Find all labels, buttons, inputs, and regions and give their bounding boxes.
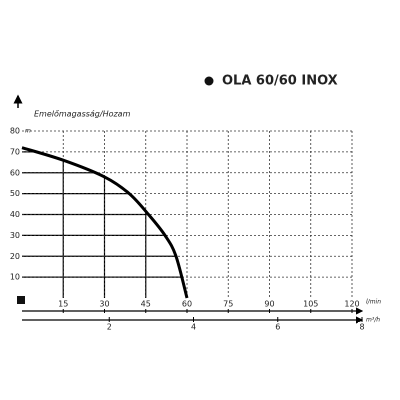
y-tick-label: 80 xyxy=(10,127,20,136)
x-tick-label: 105 xyxy=(303,300,318,309)
x-tick-label: 45 xyxy=(141,300,151,309)
y-tick-label: 30 xyxy=(10,231,20,240)
x2-label-bg xyxy=(189,322,198,331)
x2-tick-label: 8 xyxy=(359,323,364,332)
x-tick-label: 75 xyxy=(223,300,233,309)
y-tick-label: 10 xyxy=(10,273,20,282)
y-tick-label: 70 xyxy=(10,147,20,156)
x-tick-label: 15 xyxy=(58,300,68,309)
y-tick-label: 60 xyxy=(10,168,20,177)
x-tick-label: 120 xyxy=(344,300,359,309)
x2-tick-label: 2 xyxy=(107,323,112,332)
x2-tick-label: 4 xyxy=(191,323,196,332)
pump-curve xyxy=(21,146,189,299)
y-axis-label: Emelőmagasság/Hozam xyxy=(34,110,131,119)
x2-tick-label: 6 xyxy=(275,323,280,332)
x-unit: l/min xyxy=(366,299,381,306)
chart-title: OLA 60/60 INOX xyxy=(222,74,338,89)
origin-marker xyxy=(17,296,25,304)
legend-marker xyxy=(204,76,214,86)
x2-label-bg xyxy=(358,322,366,331)
x2-unit: m³/h xyxy=(366,317,380,324)
x2-label-bg xyxy=(273,322,282,331)
x2-label-bg xyxy=(105,322,114,331)
y-tick-label: 20 xyxy=(10,252,20,261)
y-unit: m xyxy=(25,128,31,135)
x-tick-label: 90 xyxy=(264,300,274,309)
y-tick-label: 50 xyxy=(10,189,20,198)
y-tick-label: 40 xyxy=(10,210,20,219)
x-tick-label: 60 xyxy=(182,300,192,309)
x-tick-label: 30 xyxy=(99,300,109,309)
